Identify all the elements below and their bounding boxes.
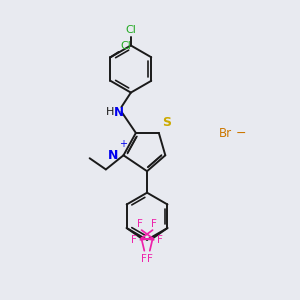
Text: S: S [162, 116, 171, 128]
Text: F: F [147, 254, 153, 264]
Text: Cl: Cl [120, 41, 131, 51]
Text: +: + [119, 139, 127, 149]
Text: Br: Br [218, 127, 232, 140]
Text: F: F [141, 254, 147, 264]
Text: N: N [108, 149, 118, 162]
Text: Cl: Cl [125, 25, 136, 35]
Text: F: F [157, 235, 163, 245]
Text: F: F [131, 235, 137, 245]
Text: F: F [137, 219, 143, 229]
Text: −: − [236, 127, 246, 140]
Text: N: N [114, 106, 124, 119]
Text: H: H [106, 107, 114, 117]
Text: F: F [152, 219, 157, 229]
